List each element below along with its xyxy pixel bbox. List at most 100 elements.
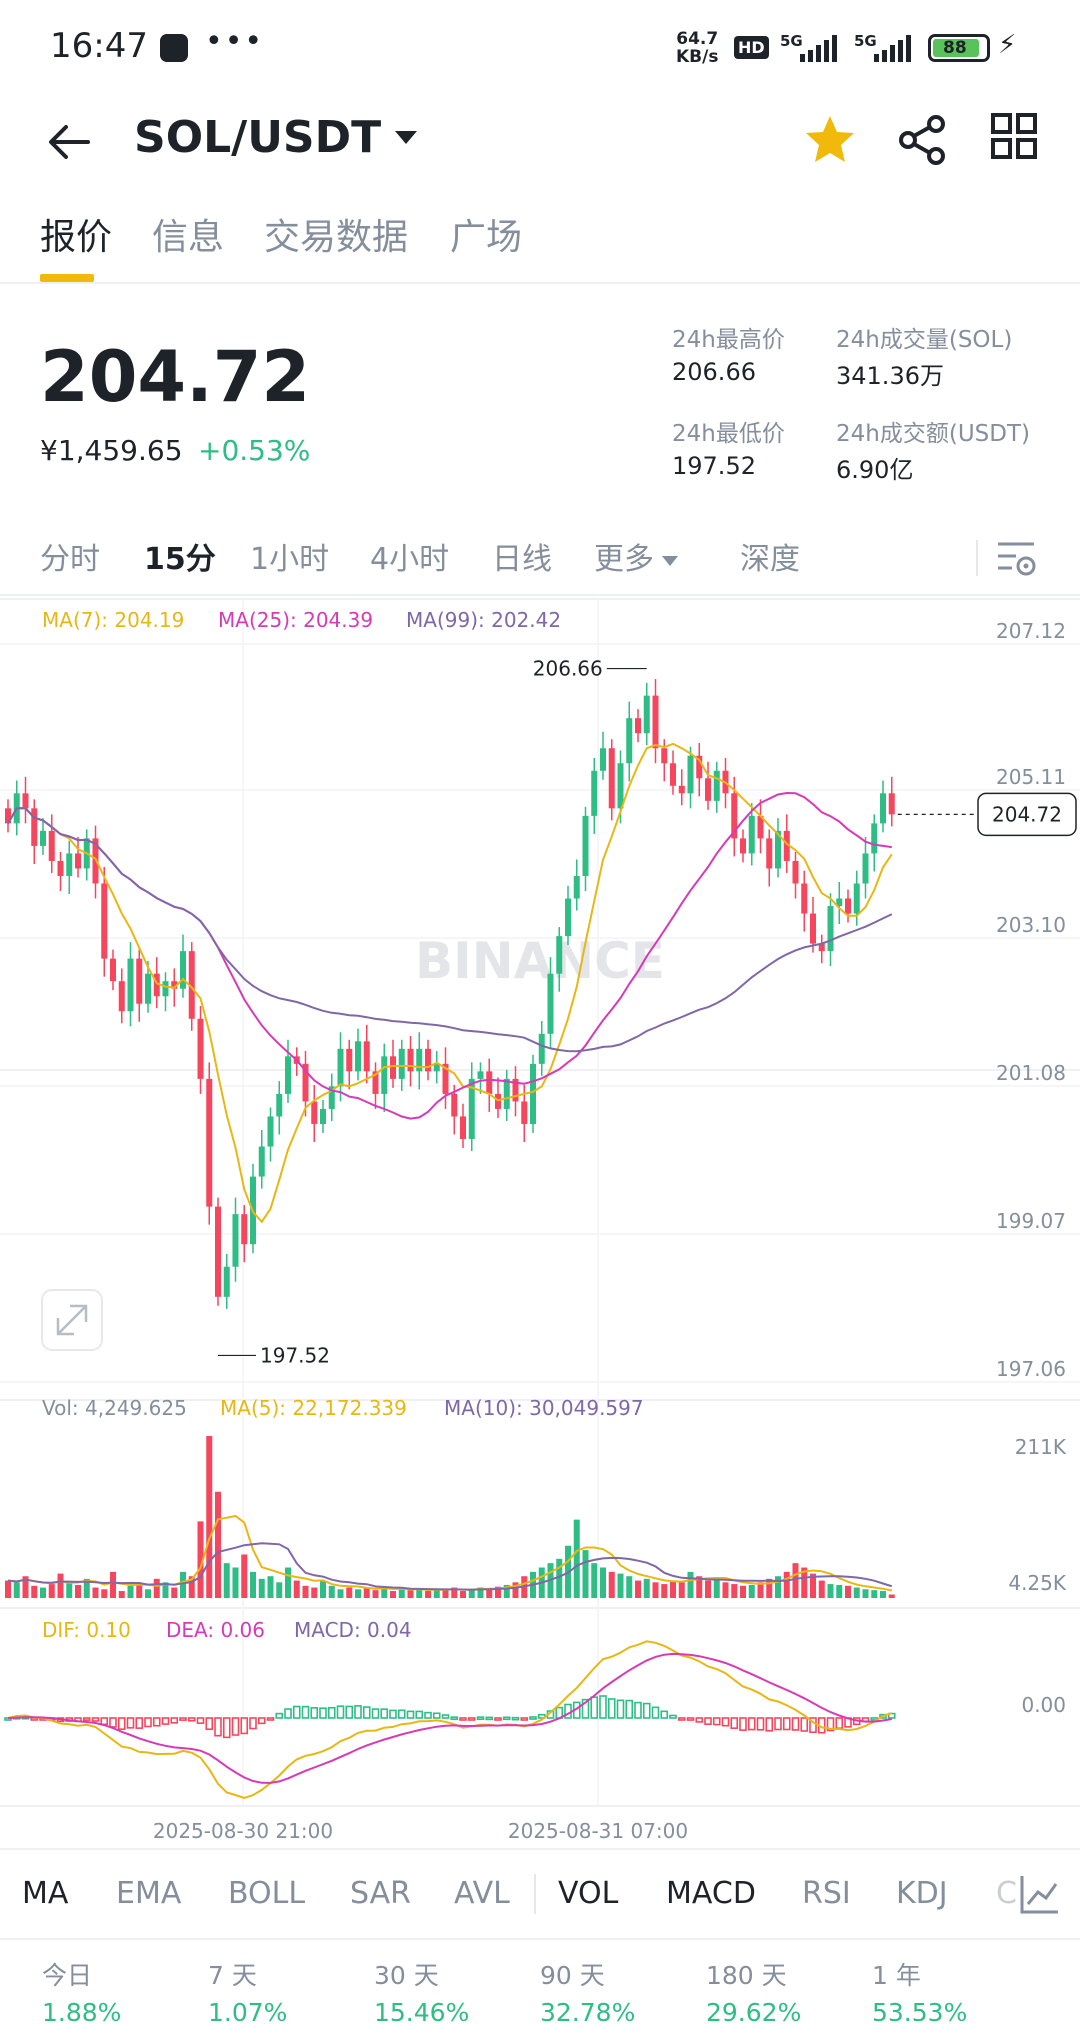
kline-chart[interactable]: 207.12 205.11 203.10 201.08 199.07 197.06 BINA… — [0, 598, 1080, 1848]
candle-body — [748, 815, 755, 854]
volume-bar — [381, 1586, 388, 1598]
macd-histogram-bar — [284, 1708, 292, 1719]
pair-selector[interactable]: SOL/USDT — [134, 112, 418, 163]
interval-1d[interactable]: 日线 — [492, 542, 552, 577]
candle-body — [355, 1041, 361, 1072]
indicator-rsi[interactable]: RSI — [802, 1876, 851, 1911]
favorite-star-icon[interactable] — [800, 110, 860, 170]
candle-body — [215, 1206, 221, 1297]
candle-body — [311, 1101, 318, 1124]
candle-body — [433, 1063, 440, 1072]
macd-histogram-bar — [415, 1710, 424, 1719]
volume-bar — [258, 1578, 265, 1598]
macd-histogram-bar — [126, 1717, 135, 1729]
volume-bar — [862, 1589, 869, 1598]
perf-7d-value: 1.07% — [208, 1998, 288, 2027]
volume-bar — [582, 1550, 589, 1598]
share-icon[interactable] — [894, 112, 950, 168]
grid-menu-icon[interactable] — [990, 112, 1038, 160]
tab-info[interactable]: 信息 — [152, 217, 225, 258]
tab-quote[interactable]: 报价 — [40, 217, 113, 258]
candle-body — [127, 958, 134, 1012]
macd-histogram-bar — [336, 1705, 345, 1719]
indicator-ma[interactable]: MA — [22, 1876, 69, 1911]
macd-histogram-bar — [196, 1717, 205, 1724]
low-label: 24h最低价 — [672, 421, 785, 447]
vol-ma10-legend: MA(10): 30,049.597 — [444, 1396, 644, 1420]
macd-histogram-bar — [529, 1716, 537, 1720]
volume-bar — [512, 1582, 519, 1598]
volume-bar — [48, 1584, 55, 1598]
candle-body — [591, 770, 598, 816]
volume-ma5-line — [7, 1514, 892, 1592]
volume-bar — [215, 1491, 221, 1598]
indicator-ema[interactable]: EMA — [116, 1876, 182, 1911]
candle-body — [276, 1093, 283, 1117]
candle-body — [460, 1116, 466, 1140]
tab-trading-data[interactable]: 交易数据 — [264, 217, 409, 258]
price-tick-label: 197.06 — [996, 1357, 1066, 1381]
high-marker-label: 206.66 — [533, 657, 603, 681]
indicator-sar[interactable]: SAR — [350, 1876, 411, 1911]
macd-histogram-bar — [809, 1717, 817, 1734]
volume-bar — [92, 1587, 99, 1598]
volume-bar — [678, 1582, 685, 1598]
macd-histogram-bar — [109, 1717, 117, 1728]
candle-body — [713, 770, 720, 801]
perf-180d-value: 29.62% — [706, 1998, 802, 2027]
candle-body — [66, 853, 73, 876]
interval-4h[interactable]: 4小时 — [370, 542, 450, 577]
volume-bar — [626, 1576, 633, 1598]
macd-histogram-bar — [371, 1708, 380, 1719]
volume-bar — [171, 1587, 178, 1598]
interval-15m[interactable]: 15分 — [144, 542, 216, 577]
candle-body — [372, 1071, 379, 1094]
indicator-settings-icon[interactable] — [1018, 1872, 1062, 1916]
macd-histogram-bar — [179, 1717, 187, 1721]
volume-bar — [66, 1582, 73, 1598]
macd-histogram-bar — [152, 1717, 161, 1727]
candle-body — [206, 1078, 213, 1207]
more-dots-icon: ••• — [205, 24, 265, 59]
macd-histogram-bar — [774, 1717, 782, 1731]
indicator-vol[interactable]: VOL — [558, 1876, 619, 1911]
indicator-macd[interactable]: MACD — [666, 1876, 756, 1911]
volume-bar — [372, 1590, 379, 1598]
volume-bar — [118, 1591, 125, 1598]
macd-histogram-bar — [791, 1717, 800, 1731]
app-notification-icon — [160, 34, 188, 62]
chevron-down-icon — [662, 555, 678, 566]
volume-bar — [101, 1589, 108, 1598]
back-arrow-icon[interactable] — [40, 112, 100, 172]
volume-bar — [197, 1521, 204, 1598]
candle-body — [118, 981, 125, 1012]
indicator-kdj[interactable]: KDJ — [896, 1876, 948, 1911]
macd-histogram-bar — [826, 1717, 835, 1732]
indicator-avl[interactable]: AVL — [454, 1876, 510, 1911]
volume-bar — [600, 1567, 606, 1598]
volume-bar — [888, 1594, 895, 1598]
volume-tick-label: 211K — [1015, 1435, 1067, 1459]
cny-price: ¥1,459.65 — [40, 434, 183, 467]
indicator-boll[interactable]: BOLL — [228, 1876, 306, 1911]
depth-tab[interactable]: 深度 — [740, 542, 800, 577]
indicator-c[interactable]: C — [996, 1876, 1017, 1911]
macd-histogram-bar — [660, 1710, 669, 1719]
macd-histogram-bar — [240, 1717, 249, 1735]
candle-body — [40, 830, 46, 846]
interval-1h[interactable]: 1小时 — [250, 542, 330, 577]
volume-bar — [608, 1571, 615, 1598]
interval-time-sharing[interactable]: 分时 — [40, 542, 100, 577]
volume-bar — [328, 1585, 335, 1598]
interval-more[interactable]: 更多 — [594, 534, 678, 578]
tab-square[interactable]: 广场 — [450, 217, 523, 258]
network-speed: 64.7 KB/s — [676, 30, 718, 66]
macd-histogram-bar — [170, 1717, 179, 1724]
header: SOL/USDT — [0, 100, 1080, 210]
macd-histogram-bar — [406, 1710, 415, 1719]
volume-bar — [705, 1580, 711, 1598]
chart-settings-icon[interactable] — [994, 536, 1040, 580]
candle-body — [22, 793, 29, 809]
macd-histogram-bar — [800, 1717, 809, 1732]
candle-body — [757, 815, 764, 839]
